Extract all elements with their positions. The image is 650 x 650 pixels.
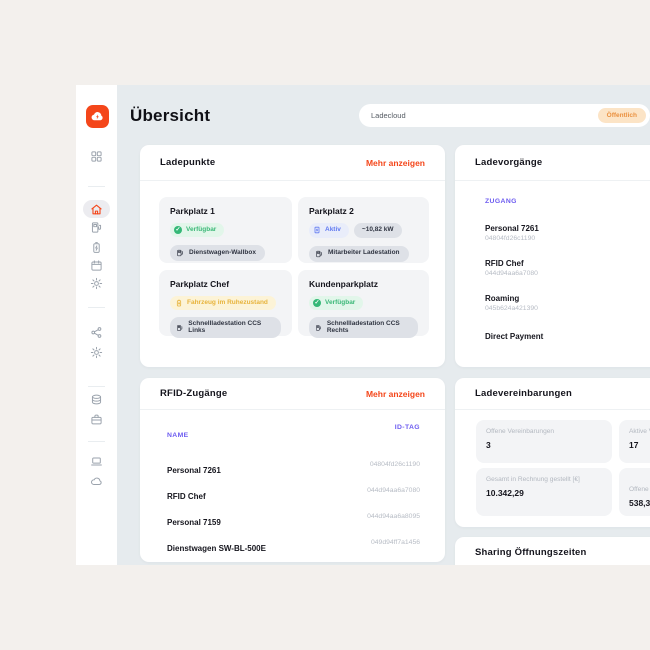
stat-total-invoiced: Gesamt in Rechnung gestellt [€] 10.342,2… [476,468,612,516]
sidebar-item-overview-active[interactable] [83,200,110,218]
card-title: Sharing Öffnungszeiten [475,547,587,558]
chargepoint-name: Parkplatz 2 [309,206,354,216]
charger-icon [316,250,322,257]
rfid-table: NAME ID-TAG Personal 7261 04804fd26c1190… [167,424,420,553]
table-row[interactable]: Direct Payment 37,66 kWh [485,332,544,341]
chargepoint-name: Kundenparkplatz [309,279,378,289]
status-badge-available: ✓ Verfügbar [309,296,364,310]
sidebar-divider [88,186,105,187]
sidebar-item-sharing[interactable] [76,326,117,339]
chargepoint-tile[interactable]: Parkplatz 2 Aktiv ~10,82 kW Mitarbeiter … [298,197,429,263]
chargepoint-tile[interactable]: Kundenparkplatz ✓ Verfügbar Schnelllades… [298,270,429,338]
sidebar-item-dashboard[interactable] [76,150,117,163]
gear-icon [90,346,103,359]
gear-icon [90,277,103,290]
home-icon [91,204,102,214]
chargepoint-tile[interactable]: Parkplatz 1 ✓ Verfügbar Dienstwagen-Wall… [159,197,292,263]
app-window: Übersicht Öffentlich Ladepunkte Mehr anz… [76,85,650,565]
status-badge-available: ✓ Verfügbar [170,223,225,237]
charger-icon [313,226,321,234]
table-row[interactable]: Personal 7261 04804fd26c1190 [167,461,420,475]
app-logo[interactable] [86,105,109,128]
sidebar-item-calendar[interactable] [76,259,117,272]
card-title: Ladevorgänge [475,157,543,168]
charger-icon [316,324,321,331]
station-pill: Schnellladestation CCS Rechts [309,317,418,338]
coins-icon [91,394,102,405]
laptop-icon [91,457,102,466]
card-title: Ladevereinbarungen [475,388,573,399]
card-title: RFID-Zugänge [160,388,228,399]
stat-open-amounts: Offene Beträge 538,38 [619,468,650,516]
sidebar-item-devices[interactable] [76,455,117,468]
sidebar-divider [88,386,105,387]
sidebar [76,85,117,565]
power-pill: ~10,82 kW [353,223,402,238]
card-rfid-zugaenge: RFID-Zugänge Mehr anzeigen NAME ID-TAG P… [140,378,445,562]
sidebar-item-preferences[interactable] [76,346,117,359]
table-row[interactable]: RFID Chef 044d94aa6a7080 [167,487,420,501]
chargepoint-name: Parkplatz 1 [170,206,215,216]
station-pill: Mitarbeiter Ladestation [309,245,409,262]
check-icon: ✓ [313,299,321,307]
status-badge-idle: Fahrzeug im Ruhezustand [170,296,276,310]
dashboard-grid-icon [91,151,102,162]
sidebar-item-charging[interactable] [76,241,117,254]
charger-icon [177,249,183,257]
stat-active-agreements: Aktive Vereinbarungen 17 [619,420,650,463]
cloud-icon [91,477,102,485]
card-sharing-oeffnungszeiten: Sharing Öffnungszeiten [455,537,650,565]
table-row[interactable]: Personal 7159 044d94aa6a8095 [167,513,420,527]
column-header-name: NAME [167,432,189,439]
column-header-zugang: ZUGANG [485,198,517,205]
table-row[interactable]: Roaming 045b624a421390 3,54 kWh [485,294,538,312]
share-icon [91,327,102,338]
more-link[interactable]: Mehr anzeigen [365,157,425,168]
chargepoint-name: Parkplatz Chef [170,279,230,289]
sidebar-item-chargepoints[interactable] [76,221,117,234]
sidebar-divider [88,441,105,442]
sidebar-item-business[interactable] [76,413,117,426]
charger-icon [177,324,183,331]
cloud-lightning-icon [91,112,103,121]
chargepoint-tile[interactable]: Parkplatz Chef Fahrzeug im Ruhezustand S… [159,270,292,338]
table-row[interactable]: Personal 7261 04804fd26c1190 13,09 kWh [485,224,539,242]
briefcase-icon [91,414,102,425]
battery-icon [175,299,183,307]
sidebar-item-cloud[interactable] [76,475,117,488]
station-pill: Dienstwagen-Wallbox [170,245,265,261]
table-row[interactable]: RFID Chef 044d94aa6a7080 49,02 kWh [485,259,538,277]
charging-sessions-table: ZUGANG LADEMENGE Personal 7261 04804fd26… [485,190,650,341]
column-header-idtag: ID-TAG [394,424,420,431]
stat-open-agreements: Offene Vereinbarungen 3 [476,420,612,463]
sidebar-divider [88,307,105,308]
sidebar-item-settings[interactable] [76,277,117,290]
station-pill: Schnellladestation CCS Links [170,317,281,338]
card-ladepunkte: Ladepunkte Mehr anzeigen Parkplatz 1 ✓ V… [140,145,445,367]
battery-charge-icon [93,242,100,253]
card-ladevereinbarungen: Ladevereinbarungen Offene Vereinbarungen… [455,378,650,527]
search-bar[interactable]: Öffentlich [359,104,650,127]
more-link[interactable]: Mehr anzeigen [365,388,425,399]
card-ladevorgaenge: Ladevorgänge ZUGANG LADEMENGE Personal 7… [455,145,650,367]
card-title: Ladepunkte [160,157,216,168]
check-icon: ✓ [174,226,182,234]
table-row[interactable]: Dienstwagen SW-BL-500E 049d94ff7a1456 [167,539,420,553]
sidebar-item-payments[interactable] [76,393,117,406]
calendar-icon [91,260,102,271]
status-badge-active: Aktiv [309,223,349,238]
charging-station-icon [91,222,102,233]
search-input[interactable] [371,111,598,120]
page-title: Übersicht [130,106,211,125]
visibility-badge[interactable]: Öffentlich [597,108,646,123]
